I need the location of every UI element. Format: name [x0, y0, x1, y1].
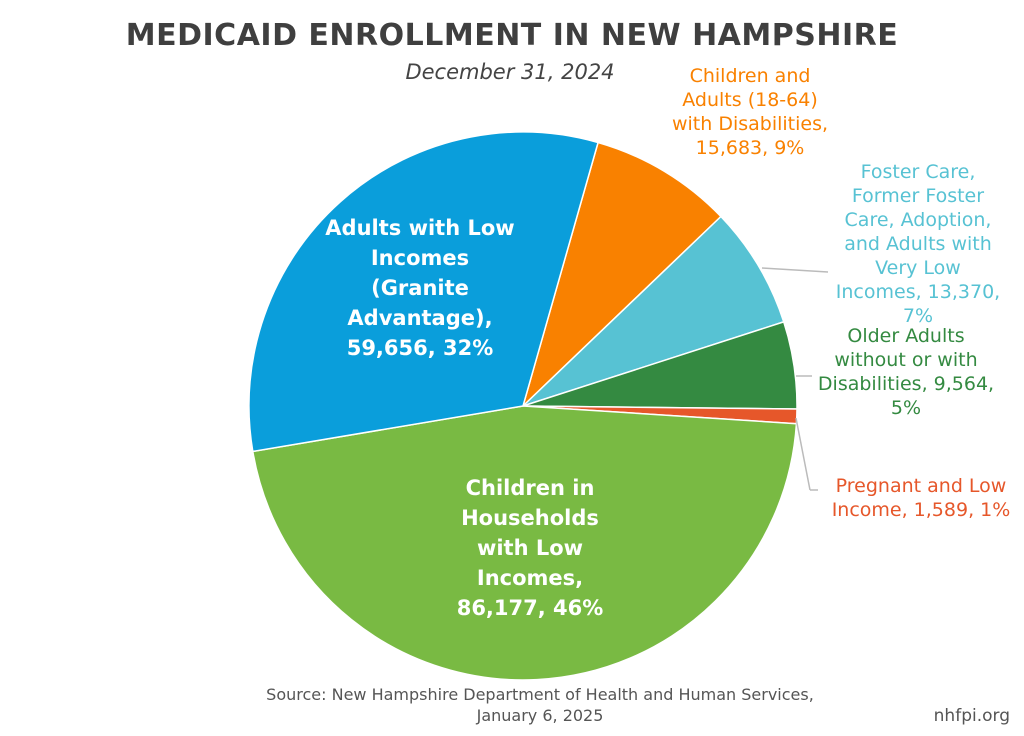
chart-subtitle: December 31, 2024	[405, 60, 615, 84]
leader-line	[761, 267, 829, 273]
label-line: Income, 1,589, 1%	[831, 499, 1011, 521]
pie-slice-5	[248, 131, 599, 453]
label-line: Former Foster	[851, 185, 985, 207]
label-line: 59,656, 32%	[346, 336, 494, 360]
label-line: Adults (18-64)	[682, 89, 818, 111]
site-credit: nhfpi.org	[933, 706, 1010, 726]
label-line: without or with	[834, 349, 978, 371]
source-line-2: January 6, 2025	[476, 706, 604, 725]
source-note: Source: New Hampshire Department of Heal…	[190, 684, 890, 726]
label-line: Incomes, 13,370,	[835, 281, 1001, 303]
label-granite-advantage: Adults with Low Incomes (Granite Advantage)…	[320, 213, 520, 363]
label-line: Adults with Low	[325, 216, 515, 240]
pie-slice-4	[251, 405, 798, 681]
pie-slice-0	[521, 141, 722, 409]
label-line: 7%	[902, 305, 934, 327]
chart-title: MEDICAID ENROLLMENT IN NEW HAMPSHIRE	[125, 18, 899, 53]
label-line: with Disabilities,	[671, 113, 829, 135]
label-line: Very Low	[875, 257, 961, 279]
label-disabilities: Children and Adults (18-64) with Disabilit…	[650, 64, 850, 160]
label-older-adults: Older Adults without or with Disabilities,…	[808, 324, 1004, 420]
leader-line	[795, 417, 811, 491]
label-pregnant: Pregnant and Low Income, 1,589, 1%	[818, 474, 1024, 522]
label-line: Care, Adoption,	[844, 209, 992, 231]
label-line: Households	[461, 506, 599, 530]
label-line: with Low	[476, 536, 584, 560]
label-line: and Adults with	[844, 233, 992, 255]
label-line: Advantage),	[347, 306, 493, 330]
label-line: 15,683, 9%	[695, 137, 805, 159]
pie-slice-1	[522, 215, 785, 407]
label-line: Older Adults	[847, 325, 965, 347]
label-line: Pregnant and Low	[835, 475, 1007, 497]
source-line-1: Source: New Hampshire Department of Heal…	[266, 685, 814, 704]
label-line: (Granite	[371, 276, 469, 300]
label-line: 86,177, 46%	[456, 596, 604, 620]
label-line: Children in	[465, 476, 595, 500]
label-line: Incomes	[370, 246, 470, 270]
label-line: Children and	[689, 65, 811, 87]
label-line: Foster Care,	[860, 161, 976, 183]
label-line: Incomes,	[476, 566, 584, 590]
label-children: Children in Households with Low Incomes, 86,…	[420, 473, 640, 623]
label-line: 5%	[890, 397, 922, 419]
label-foster-care: Foster Care, Former Foster Care, Adoption,…	[818, 160, 1018, 328]
label-line: Disabilities, 9,564,	[817, 373, 995, 395]
